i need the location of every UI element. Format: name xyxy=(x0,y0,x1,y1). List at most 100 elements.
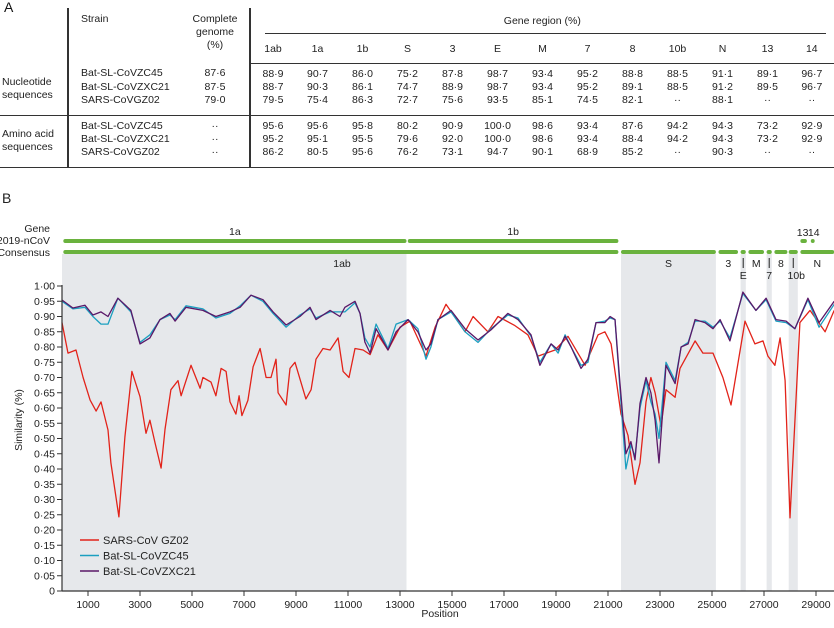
y-tick-label: 0·95 xyxy=(34,296,55,308)
ncov-gene-label: 1a xyxy=(229,226,241,238)
x-tick-label: 27000 xyxy=(749,599,778,611)
consensus-gene-bar-M xyxy=(748,250,764,254)
table-row: SARS-CoVGZ02 ·· 86·2 80·5 95·6 76·2 73·1 94·7 90… xyxy=(0,145,834,168)
complete-genome-cell: 79·0 xyxy=(175,93,250,116)
gene-column-header: S xyxy=(385,36,430,64)
gene-value-cell: 88·9 xyxy=(441,80,463,93)
consensus-gene-label: S xyxy=(665,258,672,270)
gene-column-header: 1a xyxy=(295,36,340,64)
strain-cell: Bat-SL-CoVZC45 xyxy=(67,115,175,133)
series-line-bat-sl-covzxc21 xyxy=(61,291,834,464)
gene-value-cell: 73·2 xyxy=(756,119,778,132)
row-group-label: Nucleotide sequences xyxy=(0,63,68,116)
gene-value-cell: 79·5 xyxy=(249,93,295,116)
gene-value-cell: 100·0 xyxy=(484,119,511,132)
consensus-gene-bar-N xyxy=(800,250,834,254)
gene-value-cell: 86·0 xyxy=(351,67,373,80)
gene-region-title: Gene region (%) xyxy=(503,15,581,27)
gene-value-cell: 93·4 xyxy=(576,132,598,145)
ncov-gene-label: 14 xyxy=(808,227,820,239)
y-tick-label: 0·70 xyxy=(34,372,55,384)
gene-value-cell: 95·5 xyxy=(351,132,373,145)
gene-value-cell: 96·7 xyxy=(790,63,834,81)
gene-value-cell: 98·6 xyxy=(531,132,553,145)
y-tick-label: 0·20 xyxy=(34,525,55,537)
consensus-gene-label: 10b xyxy=(787,270,805,282)
gene-value-cell: ·· xyxy=(655,93,700,116)
gene-value-cell: 95·2 xyxy=(576,67,598,80)
complete-genome-cell: 87·6 xyxy=(204,67,226,80)
y-tick-label: 0·80 xyxy=(34,342,55,354)
consensus-gene-bar-10b xyxy=(788,250,798,254)
gene-value-cell: 74·5 xyxy=(565,93,610,116)
gene-value-cell: 82·1 xyxy=(610,93,655,116)
shaded-region-E xyxy=(740,254,746,591)
gene-value-cell: 93·5 xyxy=(475,93,520,116)
gene-value-cell: 86·1 xyxy=(351,80,373,93)
gene-value-cell: 93·4 xyxy=(576,119,598,132)
gene-value-cell: 90·3 xyxy=(306,80,328,93)
gene-column-header: 14 xyxy=(790,36,834,64)
x-tick-label: 19000 xyxy=(541,599,570,611)
gene-value-cell: 72·7 xyxy=(385,93,430,116)
gene-region-divider xyxy=(265,33,826,34)
gene-column-header: 7 xyxy=(565,36,610,64)
ncov-gene-bar-13 xyxy=(800,239,807,243)
gene-value-cell: 74·7 xyxy=(396,80,418,93)
gene-value-cell: 92·9 xyxy=(790,132,834,146)
gene-value-cell: 95·6 xyxy=(340,145,385,168)
gene-column-header: 13 xyxy=(745,36,790,64)
gene-value-cell: 90·3 xyxy=(700,145,745,168)
y-tick-label: 0·35 xyxy=(34,479,55,491)
x-tick-label: 3000 xyxy=(128,599,152,611)
strain-cell: Bat-SL-CoVZXC21 xyxy=(67,80,175,94)
gene-value-cell: 88·5 xyxy=(666,67,688,80)
gene-column-header: 8 xyxy=(610,36,655,64)
legend-label: SARS-CoV GZ02 xyxy=(103,535,189,547)
gene-value-cell: 93·4 xyxy=(531,67,553,80)
gene-value-cell: 95·2 xyxy=(249,132,295,146)
strain-cell: SARS-CoVGZ02 xyxy=(67,145,175,168)
x-tick-label: 23000 xyxy=(645,599,674,611)
consensus-gene-bar-E xyxy=(740,250,746,254)
y-tick-label: 0·90 xyxy=(34,311,55,323)
x-tick-label: 17000 xyxy=(489,599,518,611)
ncov-gene-bar-14 xyxy=(810,239,815,243)
y-tick-label: 0·25 xyxy=(34,509,55,521)
gene-value-cell: 87·8 xyxy=(441,67,463,80)
gene-value-cell: 79·6 xyxy=(396,132,418,145)
consensus-gene-bar-8 xyxy=(774,250,788,254)
gene-column-header: 1b xyxy=(340,36,385,64)
shaded-region-10b xyxy=(788,254,798,591)
gene-value-cell: 92·0 xyxy=(441,132,463,145)
gene-value-cell: 80·2 xyxy=(396,119,418,132)
track-label-ncov: 2019-nCoV xyxy=(0,235,50,247)
gene-value-cell: 95·1 xyxy=(306,132,328,145)
gene-value-cell: 88·7 xyxy=(249,80,295,94)
gene-value-cell: 98·6 xyxy=(531,119,553,132)
legend-label: Bat-SL-CoVZC45 xyxy=(103,551,189,563)
row-group-label: Amino acid sequences xyxy=(0,115,68,168)
gene-value-cell: 86·3 xyxy=(340,93,385,116)
y-tick-label: 1·00 xyxy=(34,281,55,293)
y-tick-label: 0·60 xyxy=(34,403,55,415)
similarity-table: Strain Complete genome (%) Gene region (… xyxy=(0,8,834,168)
gene-value-cell: 95·6 xyxy=(306,119,328,132)
gene-value-cell: 88·4 xyxy=(621,132,643,145)
consensus-gene-label: E xyxy=(740,270,747,282)
y-tick-label: 0·05 xyxy=(34,570,55,582)
consensus-gene-bar-1ab xyxy=(63,250,619,254)
gene-value-cell: 80·5 xyxy=(295,145,340,168)
gene-value-cell: 96·7 xyxy=(790,80,834,94)
gene-value-cell: 95·6 xyxy=(249,115,295,133)
gene-value-cell: 98·7 xyxy=(486,67,508,80)
gene-value-cell: 88·8 xyxy=(621,67,643,80)
y-tick-label: 0·50 xyxy=(34,433,55,445)
gene-value-cell: 88·1 xyxy=(700,93,745,116)
legend-label: Bat-SL-CoVZXC21 xyxy=(103,566,196,578)
gene-value-cell: 73·1 xyxy=(430,145,475,168)
gene-region-header: Gene region (%) xyxy=(248,8,834,36)
gene-column-header: E xyxy=(475,36,520,64)
consensus-gene-label: 3 xyxy=(725,258,731,270)
